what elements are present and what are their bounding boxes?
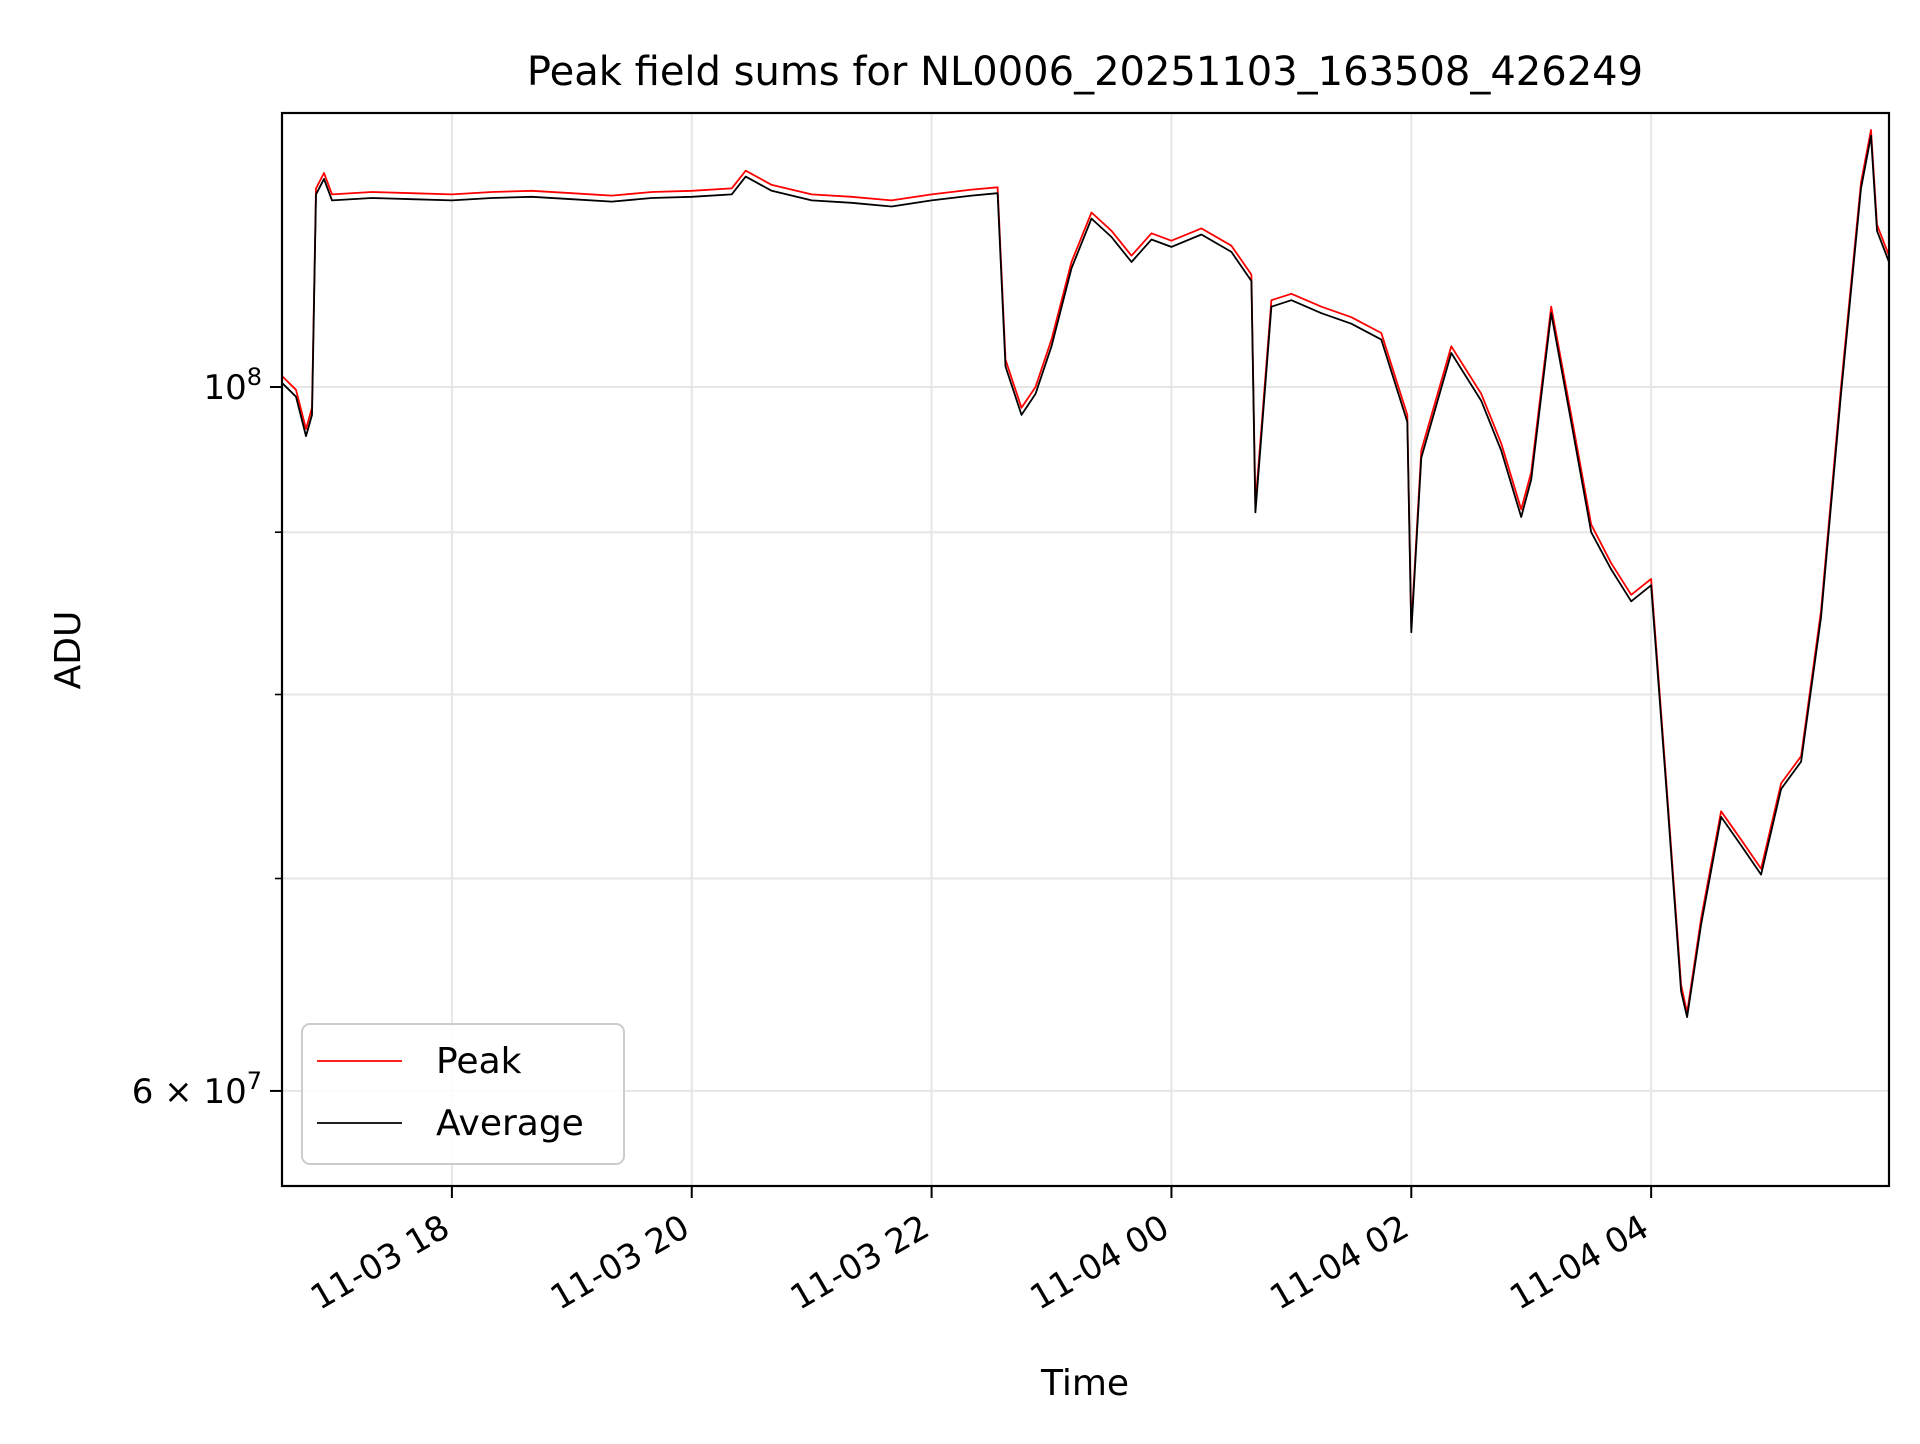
x-tick-label: 11-03 22 xyxy=(784,1207,936,1318)
grid-lines xyxy=(282,113,1889,1186)
legend-frame xyxy=(301,1023,625,1165)
x-tick-label: 11-03 18 xyxy=(304,1207,456,1318)
average-series-line xyxy=(281,134,1890,1018)
axes-frame xyxy=(280,111,1891,1188)
x-tick-label: 11-04 02 xyxy=(1263,1207,1415,1318)
chart-title: Peak field sums for NL0006_20251103_1635… xyxy=(527,49,1643,95)
legend: Peak Average xyxy=(301,1023,625,1165)
y-tick-label: 6 × 107 xyxy=(132,1067,262,1112)
y-axis-label: ADU xyxy=(48,611,89,690)
y-axis: 108 6 × 107 xyxy=(132,363,282,1112)
x-tick-label: 11-04 04 xyxy=(1503,1207,1655,1318)
legend-label-average: Average xyxy=(436,1103,584,1144)
x-axis: 11-03 18 11-03 20 11-03 22 11-04 00 11-04 02… xyxy=(304,1186,1656,1318)
peak-series-line xyxy=(281,129,1890,1014)
y-tick-label: 108 xyxy=(203,363,262,408)
x-tick-label: 11-03 20 xyxy=(544,1207,696,1318)
plot-area xyxy=(281,129,1890,1018)
legend-label-peak: Peak xyxy=(436,1041,522,1082)
x-axis-label: Time xyxy=(1040,1363,1129,1404)
x-tick-label: 11-04 00 xyxy=(1024,1207,1176,1318)
